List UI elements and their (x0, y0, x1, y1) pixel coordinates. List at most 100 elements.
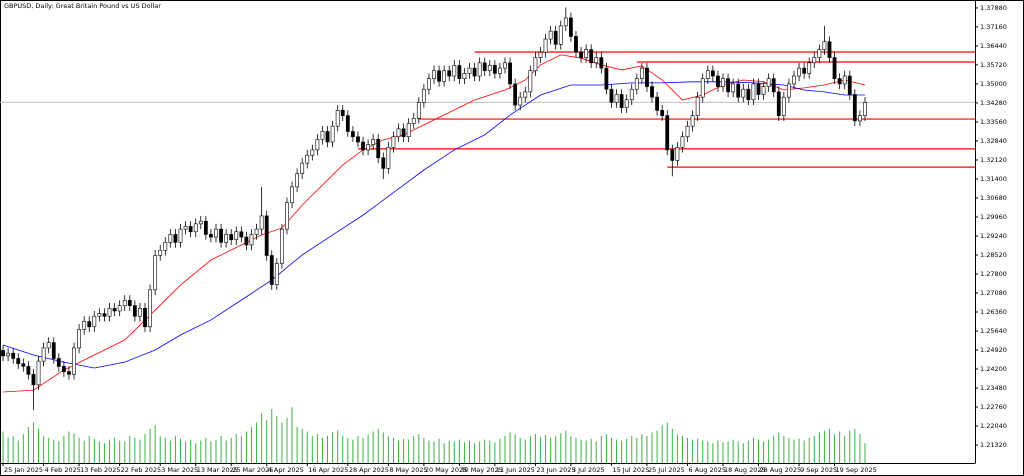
x-tick-label: 20 May 2025 (425, 466, 467, 474)
x-tick-label: 6 Aug 2025 (689, 466, 727, 474)
candle-body (421, 88, 426, 103)
candle-body (589, 49, 594, 64)
candle-body (229, 234, 234, 240)
candle-body (558, 25, 563, 45)
candle-body (700, 78, 705, 98)
candle-body (579, 51, 583, 58)
moving-average (3, 54, 866, 393)
candle-body (300, 162, 305, 174)
candle-body (411, 117, 416, 124)
candle-body (132, 305, 137, 317)
candle-body (36, 360, 41, 386)
candle-body (533, 57, 538, 72)
candle-body (812, 57, 817, 64)
candle-body (138, 308, 142, 317)
candle-body (173, 234, 178, 243)
candle-body (498, 67, 502, 74)
candle-body (386, 146, 391, 169)
candle-body (569, 17, 573, 37)
candle-body (188, 226, 193, 233)
candle-body (619, 94, 624, 108)
candle-body (107, 308, 112, 317)
candle-body (624, 99, 629, 108)
candle-body (224, 234, 229, 243)
candle-body (787, 83, 791, 98)
candle-body (645, 67, 649, 87)
candle-body (634, 78, 639, 90)
candle-body (756, 83, 761, 95)
candle-body (604, 67, 609, 90)
candle-body (87, 321, 92, 328)
candle-body (797, 67, 801, 77)
candle-body (807, 62, 812, 74)
candle-body (345, 115, 350, 132)
x-tick-label: 16 Apr 2025 (308, 466, 348, 474)
candle-body (726, 78, 730, 93)
candle-body (467, 67, 472, 74)
candle-body (305, 154, 310, 164)
y-tick-label: 1.37880 (980, 4, 1007, 12)
candle-body (183, 226, 188, 230)
candle-body (16, 358, 21, 365)
candle-body (219, 228, 223, 243)
candle-body (827, 41, 832, 58)
candle-body (675, 146, 680, 161)
candle-body (46, 342, 51, 349)
y-tick-label: 1.25640 (980, 327, 1007, 335)
candle-body (203, 220, 208, 235)
candle-body (427, 78, 431, 90)
candle-body (792, 75, 796, 85)
x-tick-label: 25 Mar 2025 (232, 466, 273, 474)
y-tick-label: 1.28520 (980, 251, 1007, 259)
x-tick-label: 3 Mar 2025 (161, 466, 198, 474)
candle-body (381, 157, 386, 169)
y-tick-label: 1.29240 (980, 232, 1007, 240)
candle-body (741, 88, 746, 98)
candle-body (290, 186, 294, 204)
candle-body (574, 36, 578, 53)
candle-body (239, 231, 244, 238)
candle-body (842, 75, 847, 85)
candle-body (847, 75, 852, 95)
candle-body (629, 88, 634, 101)
candle-body (680, 136, 685, 148)
candle-body (503, 62, 507, 69)
candle-body (477, 62, 482, 77)
moving-average (2, 81, 865, 369)
candle-body (117, 305, 122, 312)
candle-body (528, 70, 533, 93)
candle-body (771, 78, 776, 93)
candle-body (193, 223, 198, 233)
candle-body (361, 141, 365, 151)
x-tick-label: 15 Jul 2025 (612, 466, 649, 474)
candle-body (285, 202, 289, 230)
candle-body (274, 263, 279, 285)
y-tick-label: 1.35000 (980, 80, 1007, 88)
y-tick-label: 1.24200 (980, 365, 1007, 373)
x-tick-label: 23 Jun 2025 (536, 466, 575, 474)
y-tick-label: 1.27800 (980, 270, 1007, 278)
candle-body (325, 131, 330, 143)
candle-body (335, 110, 340, 127)
candle-body (406, 123, 411, 138)
y-tick-label: 1.24920 (980, 346, 1007, 354)
candle-body (670, 149, 675, 161)
candle-body (523, 91, 528, 98)
candle-body (437, 70, 441, 82)
candle-body (472, 67, 477, 77)
y-tick-label: 1.36440 (980, 42, 1007, 50)
candle-body (594, 57, 599, 64)
candle-body (259, 215, 264, 230)
y-tick-label: 1.21320 (980, 441, 1007, 449)
y-tick-label: 1.29960 (980, 213, 1007, 221)
x-tick-label: 25 Jan 2025 (4, 466, 43, 474)
candle-body (168, 234, 173, 243)
y-tick-label: 1.22760 (980, 403, 1007, 411)
candle-body (548, 30, 553, 40)
candle-body (852, 94, 857, 122)
candle-body (148, 289, 152, 328)
candle-body (832, 57, 837, 79)
y-tick-label: 1.32120 (980, 156, 1007, 164)
